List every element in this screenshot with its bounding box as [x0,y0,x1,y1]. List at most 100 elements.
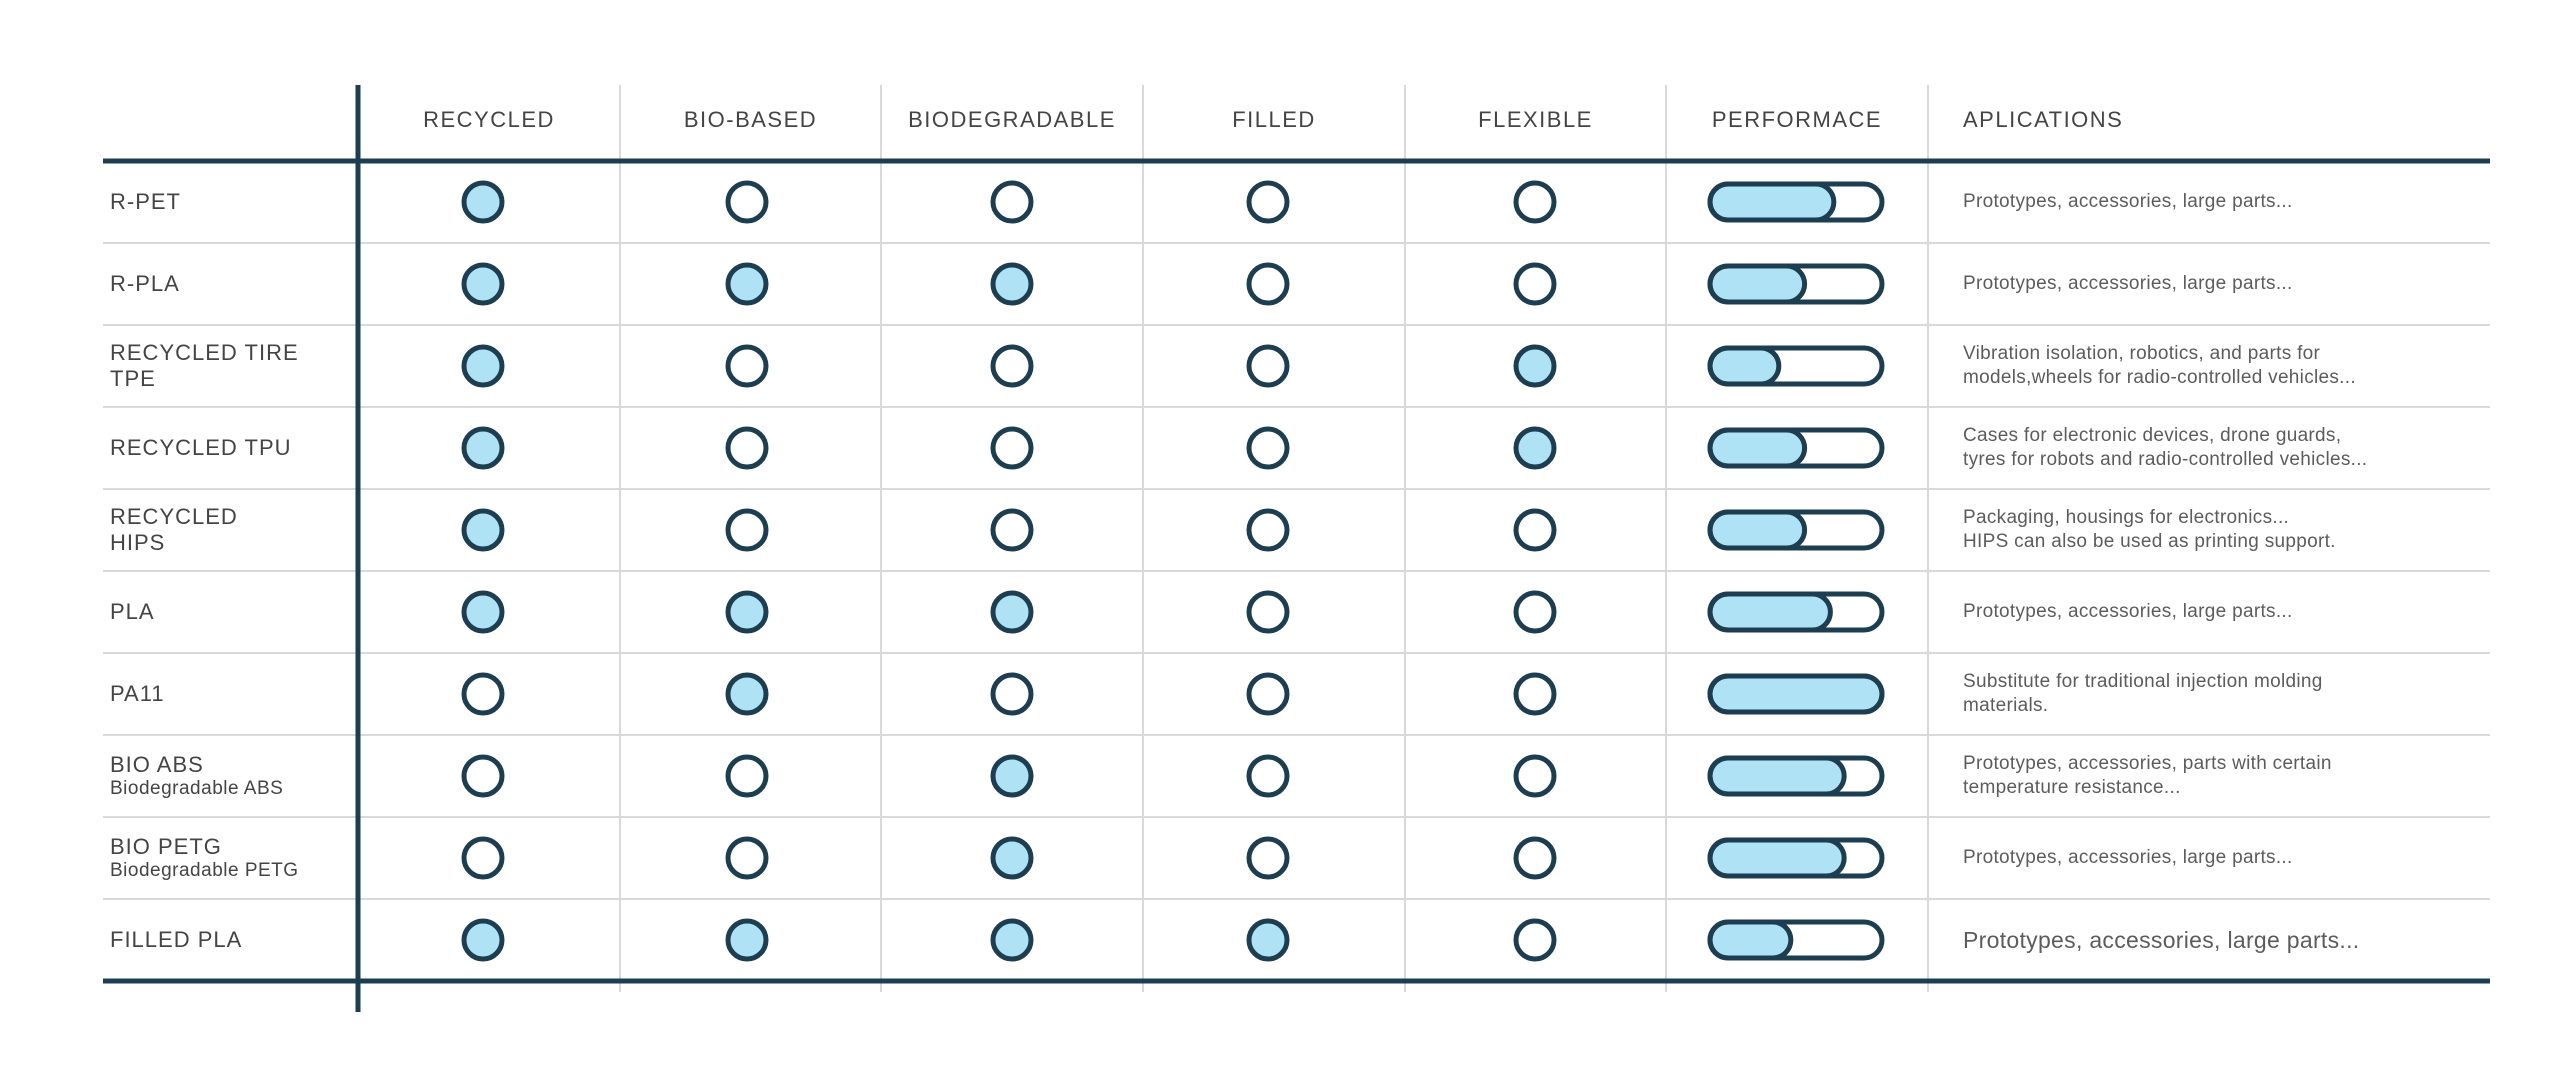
column-header: BIO-BASED [683,107,818,132]
performance-bar-track [1707,345,1885,387]
row-label: PA11 [110,653,350,735]
performance-bar-track [1707,673,1885,715]
empty-circle-marker [461,754,505,798]
column-header: RECYCLED [423,107,555,132]
material-name: BIO ABS [110,752,204,777]
applications-text: Prototypes, accessories, large parts... [1963,847,2293,868]
filled-circle-marker [725,262,769,306]
applications-text: Vibration isolation, robotics, and parts… [1963,343,2356,388]
empty-circle-marker [1246,754,1290,798]
empty-circle-marker [1246,836,1290,880]
applications-text: Prototypes, accessories, large parts... [1963,927,2360,953]
filled-circle-marker [461,262,505,306]
material-name: RECYCLED HIPS [110,504,238,555]
material-name: BIO PETG [110,834,222,859]
empty-circle-marker [1246,262,1290,306]
filled-circle-marker [990,754,1034,798]
column-header: FILLED [1232,107,1316,132]
column-header-applications: APLICATIONS [1963,107,2124,132]
empty-circle-marker [990,508,1034,552]
performance-bar-track [1707,263,1885,305]
material-name: PLA [110,599,155,624]
performance-bar-track [1707,919,1885,961]
applications-text: Packaging, housings for electronics... H… [1963,507,2336,552]
empty-circle-marker [990,344,1034,388]
material-name: R-PET [110,189,181,214]
column-header: PERFORMACE [1711,107,1883,132]
performance-bar-track [1707,427,1885,469]
material-name: RECYCLED TPU [110,435,292,460]
empty-circle-marker [725,426,769,470]
filled-circle-marker [461,426,505,470]
empty-circle-marker [725,754,769,798]
material-subtitle: Biodegradable ABS [110,778,284,799]
empty-circle-marker [1246,508,1290,552]
filled-circle-marker [461,180,505,224]
filled-circle-marker [990,918,1034,962]
empty-circle-marker [990,672,1034,716]
applications-text: Cases for electronic devices, drone guar… [1963,425,2368,470]
applications-text: Substitute for traditional injection mol… [1963,671,2323,716]
filled-circle-marker [990,836,1034,880]
filled-circle-marker [725,918,769,962]
performance-bar-fill [1707,837,1847,879]
performance-bar-track [1707,837,1885,879]
empty-circle-marker [1246,180,1290,224]
filled-circle-marker [461,344,505,388]
applications-text: Prototypes, accessories, parts with cert… [1963,753,2332,798]
material-name: R-PLA [110,271,180,296]
performance-bar-track [1707,181,1885,223]
material-name: PA11 [110,681,165,706]
filled-circle-marker [461,590,505,634]
row-label: RECYCLED HIPS [110,489,350,571]
empty-circle-marker [725,180,769,224]
column-header: FLEXIBLE [1478,107,1593,132]
material-name: RECYCLED TIRE TPE [110,340,299,391]
row-label: BIO PETG Biodegradable PETG [110,817,350,899]
performance-bar-track [1707,509,1885,551]
empty-circle-marker [1513,754,1557,798]
filled-circle-marker [725,590,769,634]
filled-circle-marker [461,918,505,962]
row-label: RECYCLED TPU [110,407,350,489]
applications-text: Prototypes, accessories, large parts... [1963,601,2293,622]
filled-circle-marker [990,262,1034,306]
empty-circle-marker [1246,672,1290,716]
performance-bar-fill [1707,345,1782,387]
material-subtitle: Biodegradable PETG [110,860,299,881]
empty-circle-marker [1513,508,1557,552]
filled-circle-marker [1513,344,1557,388]
empty-circle-marker [1246,426,1290,470]
material-name: FILLED PLA [110,927,243,952]
filled-circle-marker [1513,426,1557,470]
filled-circle-marker [461,508,505,552]
empty-circle-marker [1246,344,1290,388]
performance-bar-track [1707,591,1885,633]
row-label: RECYCLED TIRE TPE [110,325,350,407]
empty-circle-marker [1513,672,1557,716]
filled-circle-marker [990,590,1034,634]
empty-circle-marker [461,836,505,880]
performance-bar-fill [1707,591,1833,633]
performance-bar-fill [1707,919,1794,961]
performance-bar-fill [1707,509,1808,551]
row-label: BIO ABS Biodegradable ABS [110,735,350,817]
performance-bar-fill [1707,427,1808,469]
applications-text: Prototypes, accessories, large parts... [1963,191,2293,212]
empty-circle-marker [1513,918,1557,962]
performance-bar-fill [1707,181,1837,223]
empty-circle-marker [1246,590,1290,634]
empty-circle-marker [725,836,769,880]
row-label: PLA [110,571,350,653]
performance-bar-fill [1707,755,1847,797]
empty-circle-marker [990,426,1034,470]
row-label: R-PET [110,161,350,243]
column-header: BIODEGRADABLE [908,107,1116,132]
performance-bar-fill [1707,263,1808,305]
empty-circle-marker [725,344,769,388]
row-label: R-PLA [110,243,350,325]
empty-circle-marker [1513,590,1557,634]
empty-circle-marker [1513,262,1557,306]
applications-text: Prototypes, accessories, large parts... [1963,273,2293,294]
